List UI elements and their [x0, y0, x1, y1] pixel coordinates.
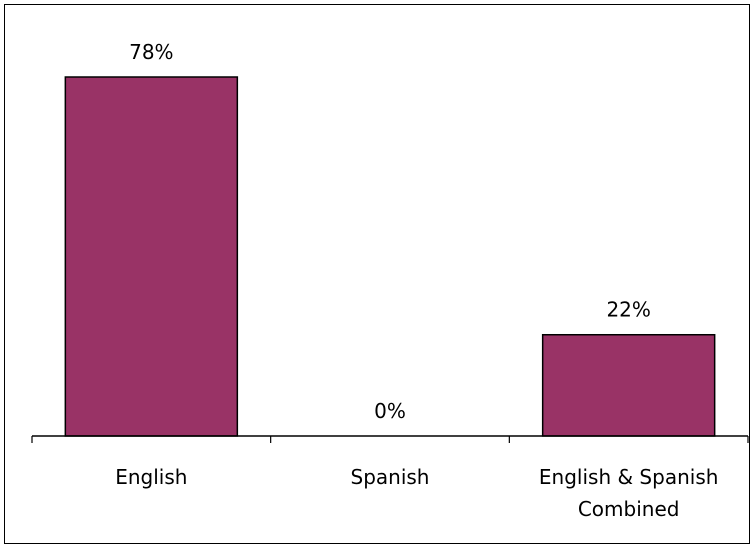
bar-2	[541, 333, 716, 437]
data-label-2: 22%	[606, 298, 650, 322]
category-label-1: Spanish	[351, 465, 430, 489]
bars-group	[64, 76, 716, 437]
bar-0	[64, 76, 239, 437]
category-label-0: English	[115, 465, 187, 489]
category-labels-group: English Spanish English & Spanish Combined	[115, 465, 718, 521]
data-label-1: 0%	[374, 399, 406, 423]
data-label-0: 78%	[129, 40, 173, 64]
category-label-2-line-1: Combined	[578, 497, 680, 521]
category-label-2-line-0: English & Spanish	[539, 465, 719, 489]
data-labels-group: 78% 0% 22%	[129, 40, 651, 423]
x-axis-ticks	[31, 436, 749, 443]
